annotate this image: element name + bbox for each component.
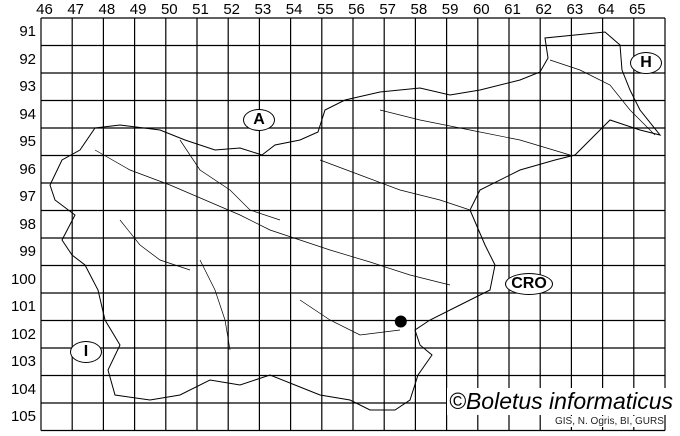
column-label: 62 [535, 1, 553, 18]
row-label: 93 [19, 78, 36, 95]
row-label: 101 [10, 298, 36, 315]
region-label-italy: I [70, 341, 102, 363]
row-label: 98 [19, 215, 36, 233]
row-label: 99 [19, 243, 36, 260]
column-label: 52 [223, 1, 241, 18]
column-label: 58 [410, 1, 428, 18]
row-label: 100 [10, 270, 36, 288]
row-label: 92 [19, 50, 36, 68]
column-label: 57 [379, 1, 397, 18]
row-label: 97 [19, 188, 36, 205]
column-label: 55 [316, 1, 334, 18]
grid-lines [40, 17, 666, 432]
country-border [49, 31, 662, 411]
column-label: 59 [441, 1, 459, 18]
column-label: 61 [504, 1, 521, 18]
row-label: 96 [19, 160, 36, 178]
column-label: 53 [254, 1, 272, 18]
column-label: 48 [98, 1, 116, 18]
column-label: 54 [285, 1, 303, 18]
region-label-austria: A [243, 109, 275, 131]
column-label: 60 [472, 1, 490, 18]
column-label: 63 [566, 1, 584, 18]
row-label: 94 [19, 105, 36, 123]
region-label-croatia: CRO [505, 273, 553, 295]
column-label: 51 [192, 1, 209, 18]
row-label: 102 [10, 325, 36, 343]
copyright-credit: ©Boletus informaticus [447, 388, 676, 415]
column-label: 49 [129, 1, 147, 18]
row-label: 105 [10, 408, 36, 425]
row-label: 104 [10, 380, 36, 398]
record-points [394, 315, 407, 328]
column-label: 50 [160, 1, 178, 18]
column-label: 46 [36, 1, 53, 18]
column-label: 65 [628, 1, 646, 18]
row-label: 95 [19, 133, 36, 150]
column-label: 64 [597, 1, 615, 18]
column-label: 47 [67, 1, 85, 18]
rivers [94, 59, 656, 351]
row-label: 103 [10, 353, 36, 370]
row-label: 91 [19, 23, 36, 40]
data-source: GIS, N. Ogris, BI, GURS [555, 416, 664, 427]
region-label-hungary: H [630, 52, 662, 74]
record-point [394, 315, 407, 328]
column-label: 56 [348, 1, 365, 18]
